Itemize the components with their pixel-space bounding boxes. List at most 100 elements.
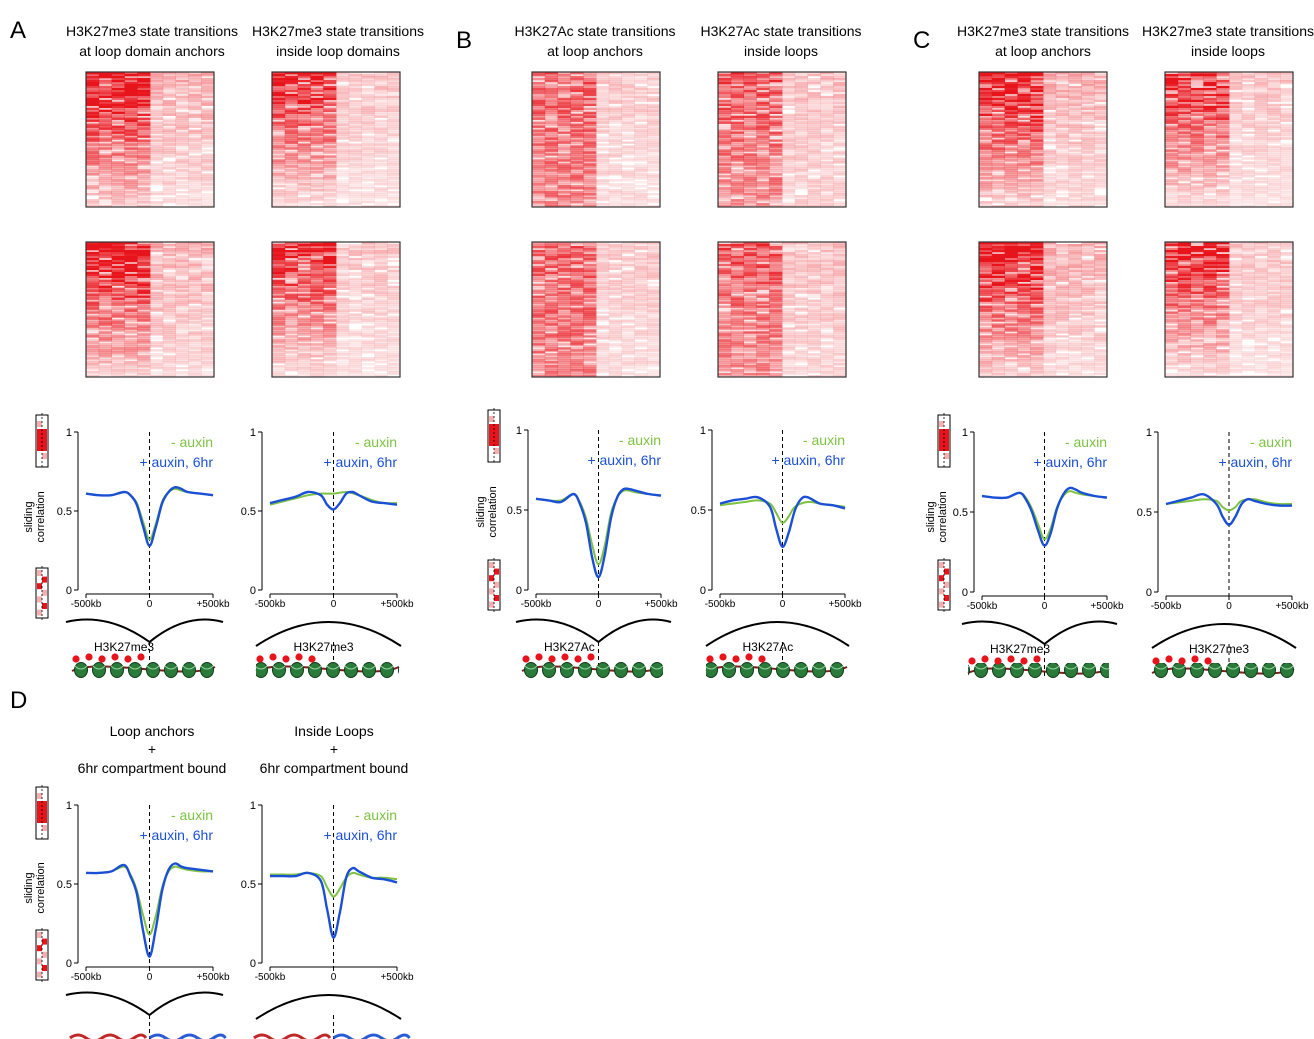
heatmap-titles: H3K27me3 state transitions at loop domai… [66, 23, 1314, 776]
x-axis: -500kb 0 +500kb [1151, 595, 1309, 612]
panel-letter-b: B [456, 27, 472, 54]
histone-mark-dot [72, 655, 80, 663]
heatmap-3-1 [531, 71, 661, 208]
y-tick-label: 1 [66, 427, 72, 439]
histone-mark-dot [745, 653, 753, 661]
histone-mark-dot [968, 657, 976, 665]
legend-minus-auxin: - auxin [1065, 434, 1107, 450]
y-label-line2: correlation [35, 491, 47, 542]
loop-schematic-5: H3K27me3 [961, 620, 1118, 681]
title-c1-line2: at loop anchors [995, 43, 1091, 59]
histone-mark-dot [1178, 657, 1186, 665]
correlation-plot-3: 00.51-500kb 0 +500kb- auxin+ auxin, 6hr [507, 425, 678, 610]
title-d1-line1: Loop anchors [110, 723, 195, 739]
heatmap-frame [1164, 71, 1294, 208]
compartment-fiber [69, 1033, 227, 1039]
y-tick-label: 1 [250, 427, 256, 439]
y-tick-label: 0 [700, 585, 706, 597]
compartment-a-fiber [69, 1033, 148, 1039]
heatmap-2-1 [271, 71, 401, 208]
y-tick-label: 1 [66, 800, 72, 812]
state-icon-pair-1 [35, 413, 49, 620]
y-label-line1: sliding [475, 496, 487, 527]
x-tick-label: +500kb [196, 599, 230, 610]
title-b2-line2: inside loops [744, 43, 818, 59]
series-plus-auxin [981, 486, 1108, 547]
title-b1-line2: at loop anchors [547, 43, 643, 59]
correlation-plot-6: 00.51-500kb 0 +500kb- auxin+ auxin, 6hr [1137, 427, 1309, 612]
loop-arc [705, 621, 850, 647]
loop-arc [255, 621, 402, 647]
y-axis: 00.51 [241, 800, 263, 970]
heatmap-frame [531, 71, 661, 208]
histone-mark-dot [981, 655, 989, 663]
y-tick-label: 0 [516, 585, 522, 597]
histone-mark-dot [1152, 657, 1160, 665]
x-tick-label: 0 [147, 972, 153, 983]
legend-plus-auxin: + auxin, 6hr [139, 827, 213, 843]
loop-schematic-7 [65, 991, 227, 1039]
nucleosome-array [1152, 663, 1294, 681]
legend-plus-auxin: + auxin, 6hr [323, 454, 397, 470]
legend-plus-auxin: + auxin, 6hr [771, 452, 845, 468]
histone-mark-dot [1204, 657, 1212, 665]
compartment-a-fiber [253, 1033, 332, 1039]
loop-arc-right [148, 991, 224, 1016]
legend-minus-auxin: - auxin [803, 432, 845, 448]
legend-plus-auxin: + auxin, 6hr [1218, 454, 1292, 470]
panel-letter-d: D [10, 687, 27, 714]
histone-mark-dot [574, 655, 582, 663]
loop-schematics: H3K27me3 H3K27me3 H3K27Ac H3K27Ac H3K27me3 H3… [65, 618, 1297, 1039]
transition-icon-bottom [35, 928, 49, 982]
transition-icon-top [487, 408, 501, 464]
title-c1-line1: H3K27me3 state transitions [957, 23, 1129, 39]
x-axis: -500kb 0 +500kb [71, 966, 230, 983]
transition-icon-bottom [35, 566, 49, 620]
correlation-plot-7: 00.51-500kb 0 +500kb- auxin+ auxin, 6hr [57, 800, 230, 983]
schematic-mark-label: H3K27me3 [990, 642, 1050, 656]
loop-arc-left [65, 991, 151, 1016]
legend-minus-auxin: - auxin [619, 432, 661, 448]
loop-schematic-2: H3K27me3 [255, 621, 402, 679]
y-axis-label-3: sliding correlation [925, 491, 949, 542]
series-plus-auxin [85, 862, 214, 958]
title-b1-line1: H3K27Ac state transitions [514, 23, 675, 39]
x-axis: -500kb 0 +500kb [521, 593, 678, 610]
histone-mark-dot [719, 653, 727, 661]
heatmap-1-2 [85, 241, 215, 378]
transition-icon-bottom [937, 558, 951, 612]
x-tick-label: -500kb [967, 601, 998, 612]
schematic-mark-label: H3K27Ac [544, 640, 595, 654]
histone-mark-dot [282, 655, 290, 663]
heatmap-5-1 [978, 71, 1108, 208]
x-axis: -500kb 0 +500kb [967, 595, 1124, 612]
histone-mark-dot [124, 655, 132, 663]
histone-mark-dot [137, 653, 145, 661]
x-axis: -500kb 0 +500kb [255, 593, 414, 610]
y-axis: 00.51 [57, 427, 79, 597]
heatmap-frame [978, 241, 1108, 378]
correlation-plots: sliding correlation sliding correlation slid… [23, 425, 1309, 983]
y-label-line1: sliding [23, 872, 35, 903]
y-tick-label: 0.5 [691, 505, 706, 517]
y-axis: 00.51 [241, 427, 263, 597]
nucleosome-array [968, 663, 1109, 681]
legend-minus-auxin: - auxin [171, 434, 213, 450]
histone-mark-dot [1020, 657, 1028, 665]
x-tick-label: +500kb [1275, 601, 1309, 612]
schematic-mark-label: H3K27me3 [294, 640, 354, 654]
y-tick-label: 1 [962, 427, 968, 439]
nucleosome-fiber [521, 653, 664, 679]
nucleosome-fiber [71, 653, 216, 679]
x-tick-label: +500kb [1090, 601, 1124, 612]
y-tick-label: 0.5 [507, 505, 522, 517]
heatmap-frame [85, 241, 215, 378]
y-tick-label: 0 [66, 585, 72, 597]
state-icon-pair-4 [35, 785, 49, 982]
y-tick-label: 0 [962, 587, 968, 599]
x-tick-label: -500kb [71, 972, 102, 983]
heatmap-frame [978, 71, 1108, 208]
legend-minus-auxin: - auxin [355, 807, 397, 823]
heatmaps [85, 71, 1294, 378]
